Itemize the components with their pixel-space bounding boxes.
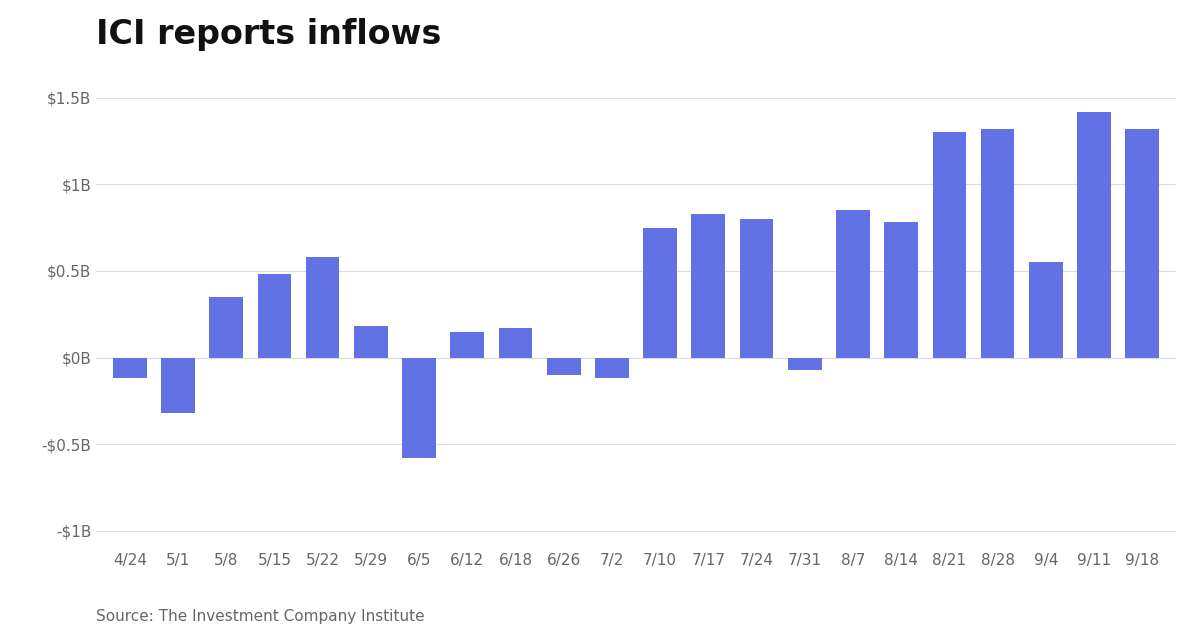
- Bar: [1078, 112, 1111, 357]
- Bar: [691, 214, 725, 357]
- Bar: [306, 257, 340, 357]
- Bar: [547, 357, 581, 375]
- Bar: [643, 227, 677, 357]
- Bar: [788, 357, 822, 370]
- Bar: [161, 357, 194, 413]
- Bar: [354, 326, 388, 357]
- Bar: [209, 297, 244, 357]
- Bar: [932, 132, 966, 357]
- Text: ICI reports inflows: ICI reports inflows: [96, 18, 442, 50]
- Bar: [450, 331, 484, 357]
- Bar: [595, 357, 629, 378]
- Bar: [836, 210, 870, 357]
- Bar: [258, 275, 292, 357]
- Bar: [498, 328, 533, 357]
- Bar: [1126, 129, 1159, 357]
- Bar: [1028, 262, 1063, 357]
- Text: Source: The Investment Company Institute: Source: The Investment Company Institute: [96, 609, 425, 624]
- Bar: [884, 222, 918, 357]
- Bar: [739, 219, 774, 357]
- Bar: [113, 357, 146, 378]
- Bar: [402, 357, 436, 458]
- Bar: [980, 129, 1014, 357]
